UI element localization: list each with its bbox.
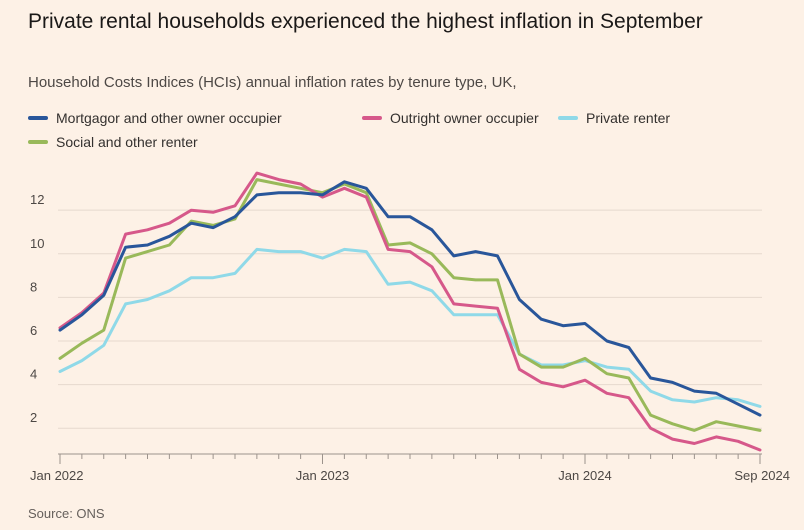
- x-tick-label: Jan 2023: [296, 468, 350, 483]
- legend-swatch-private-renter: [558, 116, 578, 120]
- y-tick-label: 10: [30, 236, 44, 251]
- legend-label-social-renter: Social and other renter: [56, 134, 198, 150]
- chart-title: Private rental households experienced th…: [28, 10, 703, 33]
- y-tick-label: 12: [30, 192, 44, 207]
- legend-swatch-mortgagor: [28, 116, 48, 120]
- x-tick-label: Jan 2024: [558, 468, 612, 483]
- x-tick-label: Jan 2022: [30, 468, 84, 483]
- legend-item-social-renter: Social and other renter: [28, 134, 198, 150]
- series-line-private-renter: [58, 247, 762, 408]
- legend-item-outright-owner: Outright owner occupier: [362, 110, 539, 126]
- series-line-social-and-other-renter: [58, 178, 762, 432]
- legend-item-mortgagor: Mortgagor and other owner occupier: [28, 110, 282, 126]
- y-tick-label: 2: [30, 410, 37, 425]
- y-tick-label: 6: [30, 323, 37, 338]
- chart-legend: Mortgagor and other owner occupier Outri…: [28, 110, 788, 154]
- series-line-outright-owner-occupier: [58, 171, 762, 452]
- y-tick-label: 4: [30, 367, 37, 382]
- legend-swatch-outright-owner: [362, 116, 382, 120]
- source-note: Source: ONS: [28, 506, 105, 521]
- legend-label-mortgagor: Mortgagor and other owner occupier: [56, 110, 282, 126]
- x-tick-label: Sep 2024: [734, 468, 790, 483]
- legend-item-private-renter: Private renter: [558, 110, 670, 126]
- legend-label-outright-owner: Outright owner occupier: [390, 110, 539, 126]
- chart-subtitle: Household Costs Indices (HCIs) annual in…: [28, 74, 517, 91]
- series-line-mortgagor-and-other-owner-occupier: [58, 180, 762, 417]
- y-tick-label: 8: [30, 279, 37, 294]
- legend-swatch-social-renter: [28, 140, 48, 144]
- legend-label-private-renter: Private renter: [586, 110, 671, 126]
